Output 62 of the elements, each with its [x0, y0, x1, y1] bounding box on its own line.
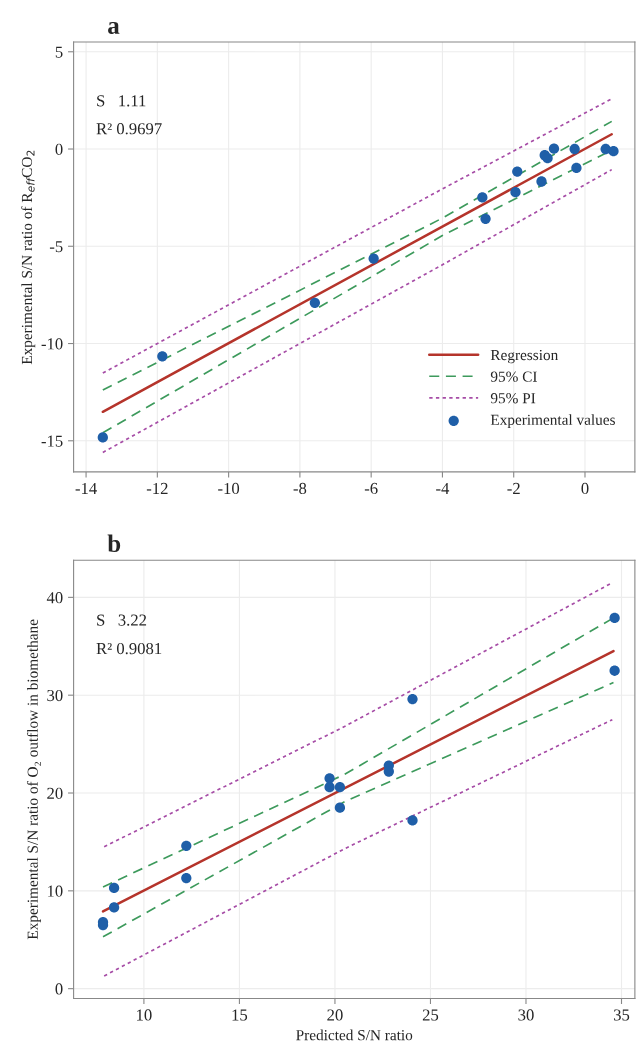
point: [334, 781, 346, 793]
y-axis-title: Experimental S/N ratio of R$_{eff}$CO$_{2}$: [21, 150, 36, 365]
x-tick-label: -10: [218, 482, 240, 495]
y-tick-label: 20: [47, 787, 63, 799]
point: [536, 176, 547, 187]
point: [309, 297, 321, 309]
point: [609, 612, 620, 624]
annotation: R² 0.9697: [96, 123, 162, 135]
point: [571, 162, 582, 174]
point: [477, 192, 488, 203]
annotation: S 3.22: [97, 614, 147, 626]
chart-title: a: [108, 21, 120, 34]
point: [548, 143, 560, 154]
y-tick-label: -10: [41, 338, 63, 350]
legend-label: 95% PI: [490, 393, 536, 404]
y-tick-label: 0: [55, 983, 63, 995]
point: [480, 213, 491, 224]
y-axis-title: Experimental S/N ratio of O₂ outflow in biomethane: [26, 619, 41, 940]
x-tick-label: -14: [75, 482, 97, 494]
point: [569, 143, 580, 155]
x-tick-label: -2: [507, 482, 520, 494]
x-tick-label: 20: [327, 1009, 343, 1021]
x-tick-label: -8: [293, 482, 307, 495]
point: [407, 815, 418, 826]
x-tick-label: 30: [518, 1009, 534, 1021]
point: [512, 166, 523, 177]
x-tick-label: -6: [364, 482, 378, 495]
x-axis-title: Predicted S/N ratio: [296, 1029, 413, 1041]
y-tick-label: 0: [55, 143, 63, 155]
x-tick-label: 15: [232, 1009, 248, 1021]
point: [181, 872, 192, 884]
point: [181, 840, 192, 851]
x-tick-label: -12: [146, 482, 168, 494]
x-tick-label: 35: [613, 1009, 630, 1021]
point: [368, 253, 379, 264]
point: [108, 902, 120, 913]
y-tick-label: 5: [55, 46, 63, 58]
x-tick-label: 0: [581, 482, 589, 495]
legend-label: Experimental values: [490, 414, 615, 429]
y-tick-label: 30: [47, 689, 63, 702]
x-tick-label: 25: [422, 1009, 439, 1021]
point: [108, 882, 120, 894]
point: [334, 802, 346, 813]
x-tick-label: -4: [436, 482, 450, 494]
annotation: S 1.11: [97, 95, 146, 107]
y-tick-label: -15: [41, 435, 63, 447]
chart-title: b: [107, 534, 121, 553]
x-tick-label: 10: [137, 1009, 152, 1021]
annotation: R² 0.9081: [96, 642, 162, 655]
point: [324, 773, 335, 784]
point: [97, 432, 108, 443]
point: [609, 665, 620, 676]
point: [510, 187, 521, 198]
legend-label: Regression: [490, 349, 559, 364]
point: [608, 146, 619, 157]
legend-label: 95% CI: [490, 371, 537, 382]
y-tick-label: -5: [49, 241, 63, 253]
point: [324, 781, 335, 793]
point: [407, 693, 418, 705]
point: [157, 351, 168, 362]
y-tick-label: 40: [46, 592, 63, 604]
y-tick-label: 10: [47, 885, 63, 897]
